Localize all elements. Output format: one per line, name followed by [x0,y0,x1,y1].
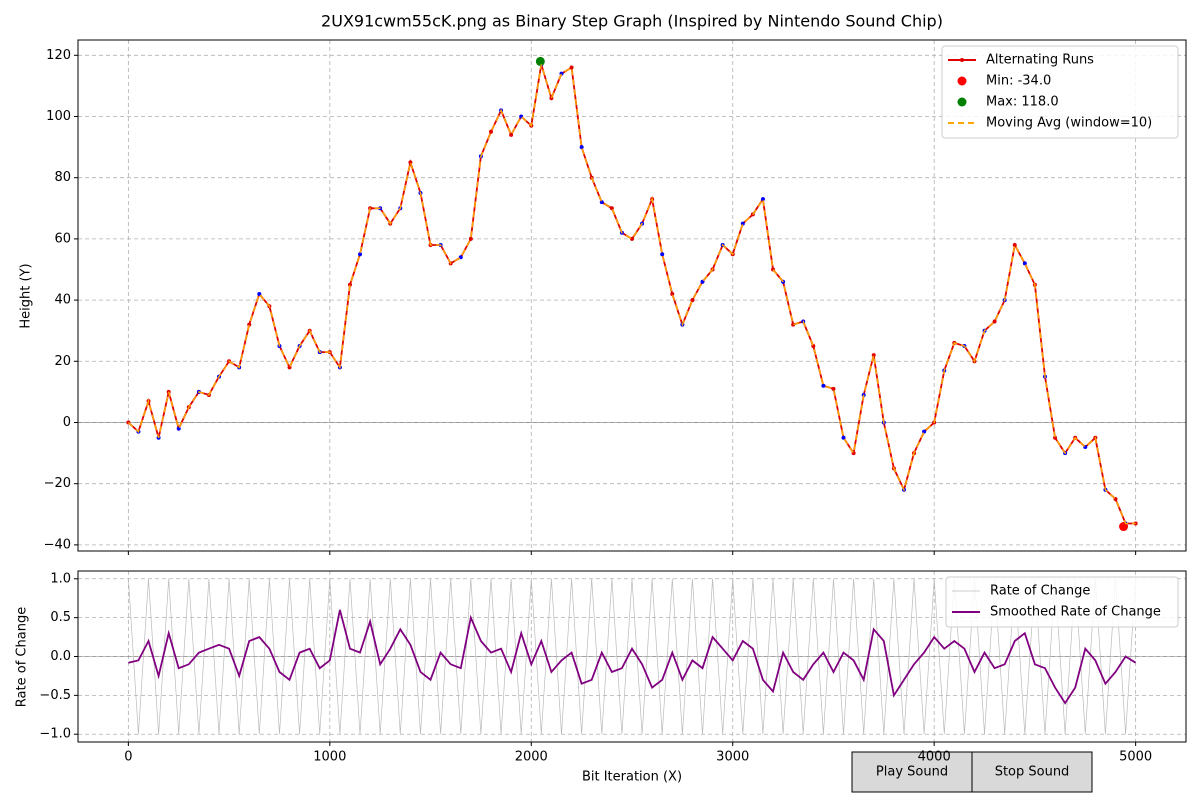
point-marker [1022,261,1027,266]
y-tick-label: 0.0 [50,649,71,664]
point-marker [509,132,514,137]
point-marker [1133,521,1138,526]
point-marker [579,145,584,150]
axes-frame [77,570,1187,743]
x-tick-label: 1000 [313,750,346,765]
legend-label: Max: 118.0 [986,95,1059,110]
y-tick-label: 0 [63,415,71,430]
button-box[interactable] [971,751,1093,793]
chart-title: 2UX91cwm55cK.png as Binary Step Graph (I… [321,12,943,31]
point-marker [358,252,363,257]
point-marker [831,386,836,391]
extreme-point [535,56,545,66]
point-marker [690,298,695,303]
x-tick-label: 2000 [515,750,548,765]
legend-label: Smoothed Rate of Change [990,605,1161,620]
plot [126,56,1138,532]
point-marker [821,383,826,388]
point-marker [841,435,846,440]
y-tick-label: −0.5 [39,688,71,703]
y-tick-label: 100 [46,109,71,124]
point-marker [992,319,997,324]
point-marker [1012,243,1017,248]
x-axis-label: Bit Iteration (X) [582,770,682,785]
legend-swatch [960,58,964,62]
y-tick-label: 60 [54,231,71,246]
legend-label: Min: -34.0 [986,74,1051,89]
point-marker [569,65,574,70]
y-tick-label: 0.5 [50,610,71,625]
button-box[interactable] [851,751,973,793]
plot [128,578,1137,735]
play-button[interactable]: Play Sound [851,751,973,793]
legend-label: Alternating Runs [986,53,1094,68]
series-line [127,64,1136,525]
stop-button[interactable]: Stop Sound [971,751,1093,793]
x-tick-label: 0 [124,750,132,765]
y-tick-label: −1.0 [39,727,71,742]
y-tick-label: 1.0 [50,571,71,586]
legend-label: Moving Avg (window=10) [986,116,1152,131]
x-tick-label: 3000 [716,750,749,765]
y-tick-label: 80 [54,170,71,185]
legend-label: Rate of Change [990,584,1090,599]
series-line [128,578,1136,735]
button-label[interactable]: Stop Sound [995,765,1070,780]
button-label[interactable]: Play Sound [876,765,948,780]
point-marker [257,291,262,296]
y-tick-label: 20 [54,354,71,369]
x-tick-label: 5000 [1119,750,1152,765]
point-marker [468,236,473,241]
y-axis-label: Rate of Change [15,607,30,707]
legend-box [945,576,1179,628]
point-marker [488,129,493,134]
y-tick-label: −40 [44,537,71,552]
y-tick-label: 120 [46,48,71,63]
x-tick-label: 4000 [918,750,951,765]
point-marker [347,282,352,287]
legend-swatch [957,76,967,86]
extreme-point [1119,522,1129,532]
axes-frame [77,39,1187,552]
point-marker [660,252,665,257]
y-axis-label: Height (Y) [19,263,34,328]
point-marker [760,197,765,202]
legend-box [941,45,1179,139]
y-tick-label: −20 [44,476,71,491]
y-tick-label: 40 [54,293,71,308]
series-line [128,609,1137,705]
point-marker [1053,435,1058,440]
legend-swatch [957,97,967,107]
